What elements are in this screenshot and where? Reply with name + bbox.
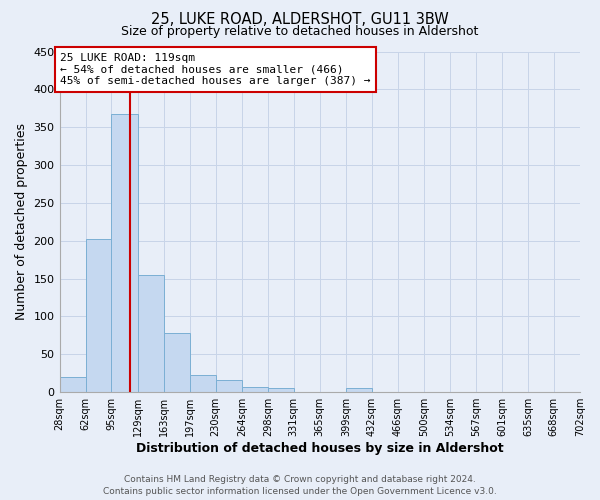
Bar	[164, 333, 190, 392]
Bar	[111, 114, 137, 392]
Bar	[268, 388, 293, 392]
Bar	[59, 377, 86, 392]
Text: 25, LUKE ROAD, ALDERSHOT, GU11 3BW: 25, LUKE ROAD, ALDERSHOT, GU11 3BW	[151, 12, 449, 28]
Bar	[190, 375, 215, 392]
Bar	[137, 275, 164, 392]
Bar	[215, 380, 242, 392]
Text: 25 LUKE ROAD: 119sqm
← 54% of detached houses are smaller (466)
45% of semi-deta: 25 LUKE ROAD: 119sqm ← 54% of detached h…	[61, 53, 371, 86]
Text: Contains HM Land Registry data © Crown copyright and database right 2024.
Contai: Contains HM Land Registry data © Crown c…	[103, 474, 497, 496]
Text: Size of property relative to detached houses in Aldershot: Size of property relative to detached ho…	[121, 25, 479, 38]
Bar	[346, 388, 371, 392]
Y-axis label: Number of detached properties: Number of detached properties	[15, 124, 28, 320]
Bar	[86, 238, 111, 392]
Bar	[242, 387, 268, 392]
X-axis label: Distribution of detached houses by size in Aldershot: Distribution of detached houses by size …	[136, 442, 503, 455]
